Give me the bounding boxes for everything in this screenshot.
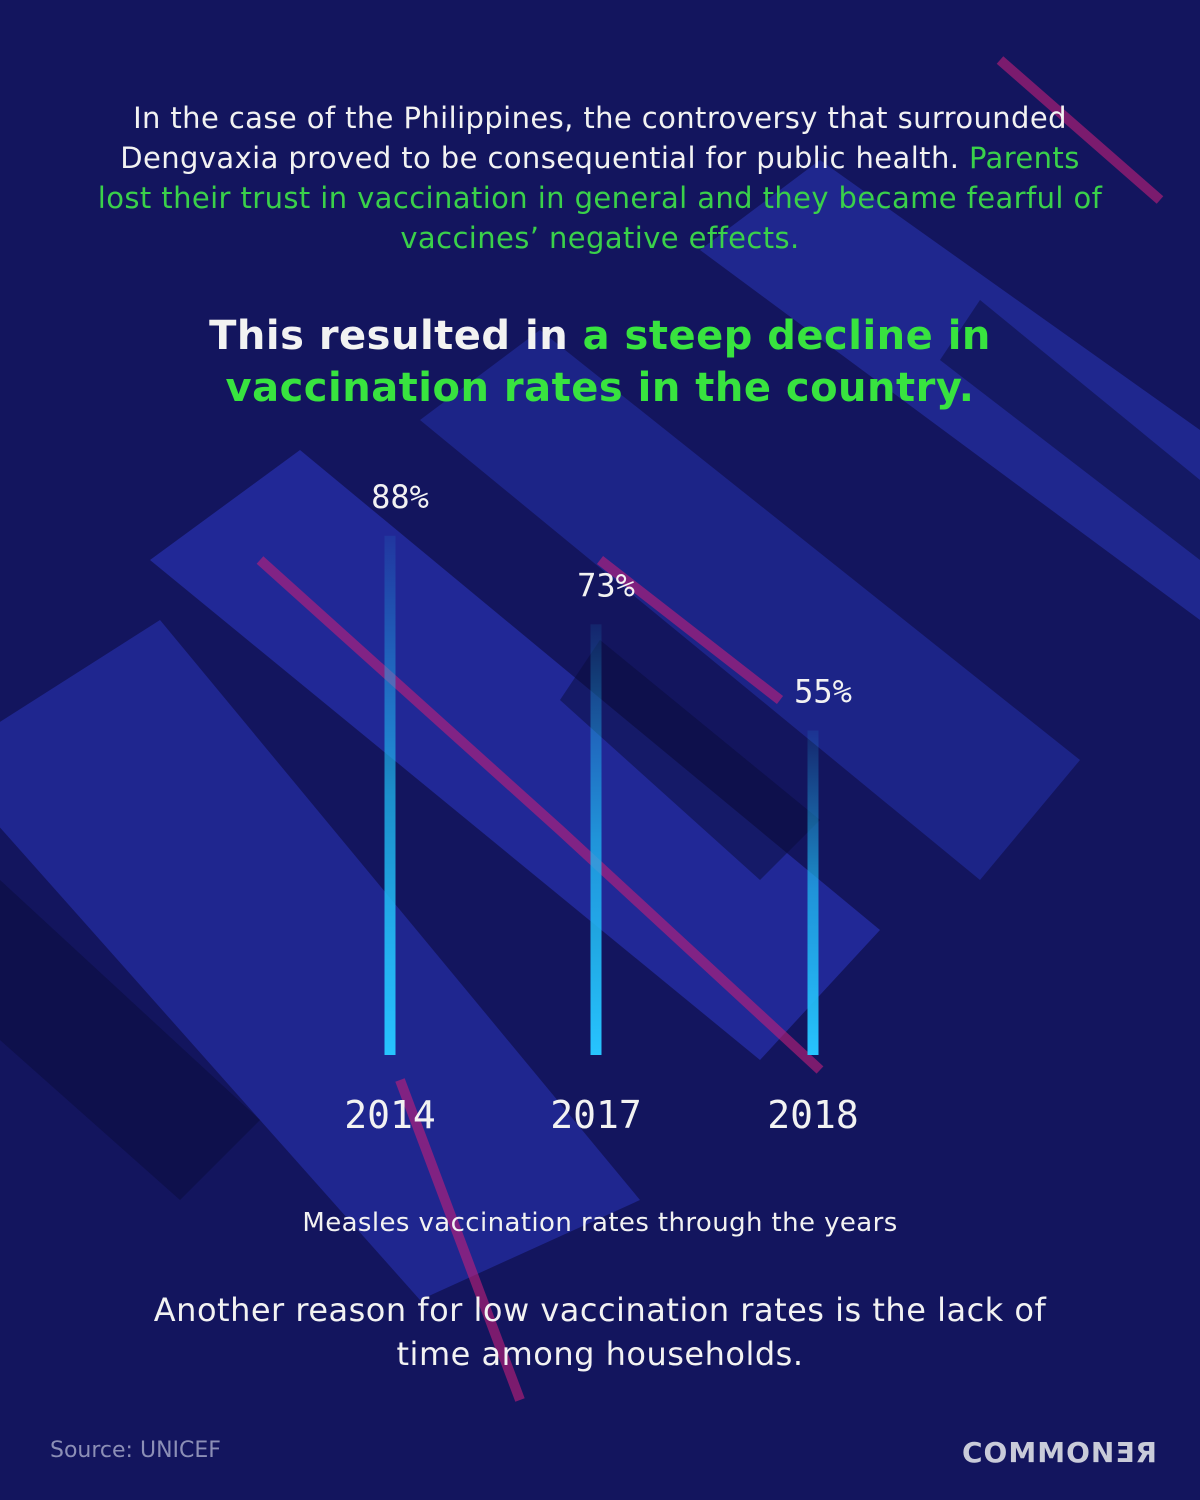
bar-2018 xyxy=(807,730,819,1055)
source-note: Source: UNICEF xyxy=(50,1438,221,1463)
headline-text: This resulted in xyxy=(209,313,569,359)
brand-logo: COMMONƎЯ xyxy=(961,1436,1158,1469)
value-label-2018: 55% xyxy=(794,673,852,711)
year-label-2014: 2014 xyxy=(344,1093,436,1137)
value-label-2017: 73% xyxy=(577,566,635,604)
year-label-2017: 2017 xyxy=(550,1093,642,1137)
chart-caption: Measles vaccination rates through the ye… xyxy=(302,1208,898,1238)
year-label-2018: 2018 xyxy=(767,1093,859,1137)
value-label-2014: 88% xyxy=(371,478,429,516)
closing-statement: Another reason for low vaccination rates… xyxy=(153,1291,1047,1373)
bar-2014 xyxy=(384,535,396,1055)
bar-2017 xyxy=(590,624,602,1055)
headline-highlight: a steep decline in vaccination rates in … xyxy=(225,313,991,411)
intro-text: In the case of the Philippines, the cont… xyxy=(120,101,1067,175)
intro-paragraph: In the case of the Philippines, the cont… xyxy=(90,98,1110,258)
headline: This resulted in a steep decline in vacc… xyxy=(150,310,1050,414)
intro-highlight: Parents lost their trust in vaccination … xyxy=(97,141,1103,255)
